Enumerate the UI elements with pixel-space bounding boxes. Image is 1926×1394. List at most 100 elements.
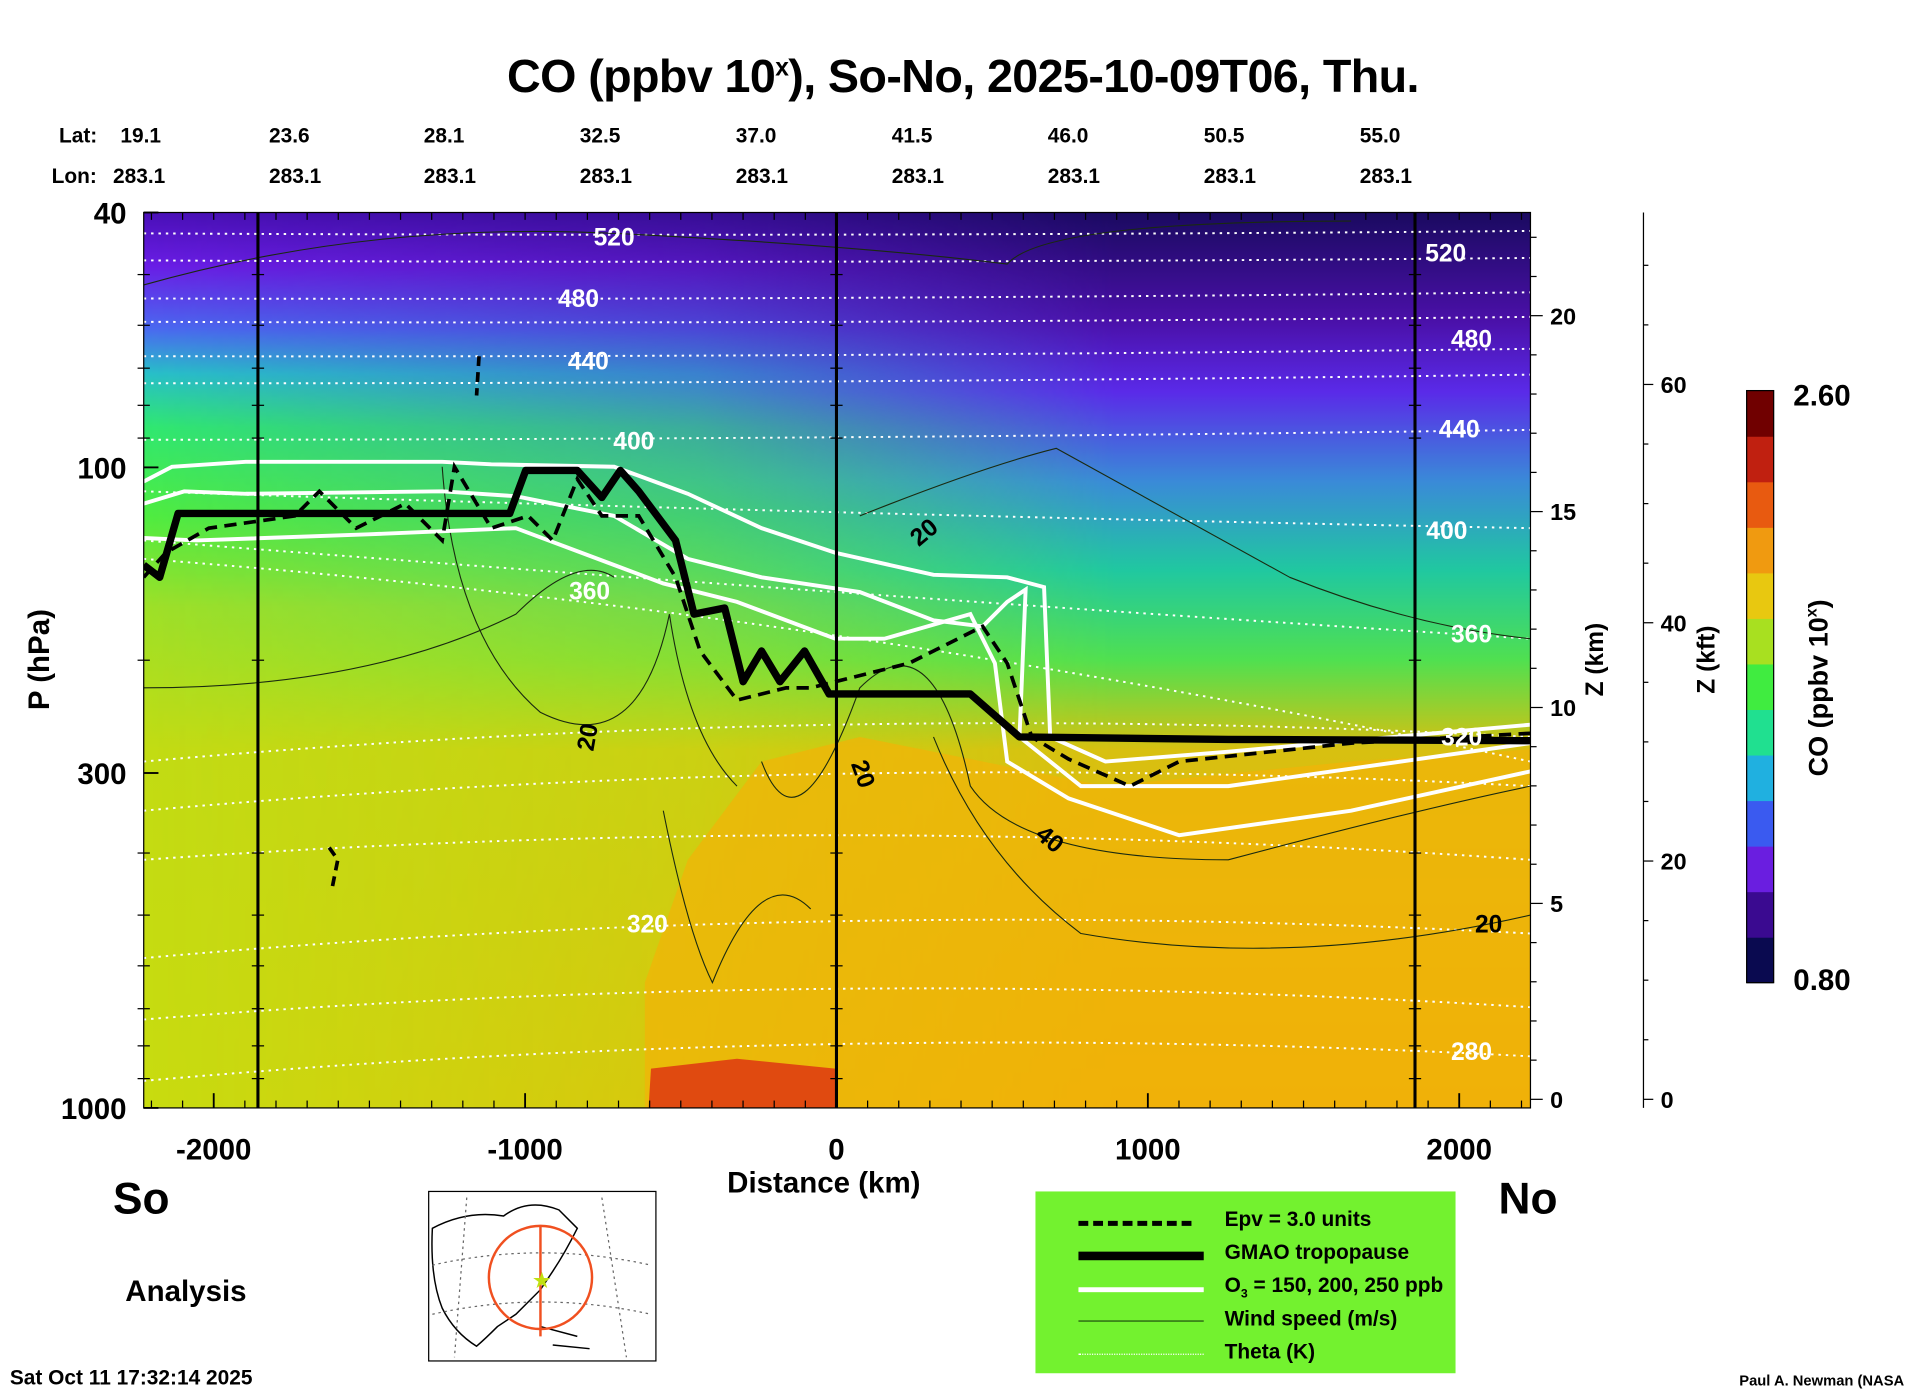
colorbar-segment [1746,424,1774,437]
zkft-tick-label: 40 [1661,610,1687,636]
lat-value: 32.5 [579,124,621,148]
theta-label: 400 [1426,518,1467,545]
white-line-swatch [1078,1287,1204,1293]
zkft-axis-label: Z (kft) [1694,626,1721,694]
legend-label: Epv = 3.0 units [1224,1207,1372,1231]
tropopause-line [143,466,1531,745]
colorbar-segment [1746,880,1774,893]
theta-contour [143,315,1531,324]
colorbar-segment [1746,925,1774,938]
theta-contour [143,557,1531,763]
zkm-tick-label: 5 [1550,891,1563,917]
colorbar-segment [1746,504,1774,517]
ozone-contour [143,526,1531,838]
lon-value: 283.1 [423,164,477,188]
legend-label-rest: = 150, 200, 250 ppb [1247,1273,1444,1298]
y-axis-label: P (hPa) [23,609,56,710]
theta-label: 320 [627,911,668,938]
legend-item-theta: Theta (K) [1035,1339,1455,1371]
theta-label: 520 [1425,241,1466,268]
colorbar-segment [1746,549,1774,562]
colorbar-max-label: 2.60 [1793,379,1850,412]
ozone-contour [143,459,1531,764]
colorbar-segment [1746,732,1774,745]
right-end-label: No [1498,1173,1558,1224]
x-tick-label: 1000 [1115,1134,1181,1167]
lon-label: Lon: [51,164,97,188]
footer-credit: Paul A. Newman (NASA [1739,1372,1905,1390]
theta-label: 280 [1451,1039,1492,1066]
colorbar-segment [1746,914,1774,927]
lon-value: 283.1 [735,164,789,188]
wind-speed-contour [932,736,1531,949]
colorbar-segment [1746,641,1774,654]
wind-speed-contour [441,466,738,787]
colorbar-segment [1746,572,1774,585]
colorbar-segment [1746,629,1774,642]
wind-label: 20 [573,721,604,753]
theta-contour [143,428,1531,441]
map-coastline [431,1204,579,1348]
lat-value: 50.5 [1203,124,1245,148]
zkft-tick-label: 20 [1661,849,1687,875]
zkm-tick-label: 15 [1550,499,1576,525]
colorbar-segment [1746,527,1774,540]
zkft-tick-label: 60 [1661,372,1687,398]
colorbar-segment [1746,902,1774,915]
legend-item-epv: Epv = 3.0 units [1035,1206,1455,1238]
zkm-tick-label: 20 [1550,303,1576,329]
zkm-axis-label: Z (km) [1582,623,1609,697]
colorbar: 2.60 0.80 CO (ppbv 10x) [1746,379,1851,997]
colorbar-title: CO (ppbv 10x) [1804,599,1834,776]
zkm-tick-label: 0 [1550,1087,1563,1113]
map-frame [428,1190,657,1362]
contour-overlays: 520 480 440 400 360 320 520 480 440 400 360 320 280 2… [143,220,1531,1082]
colorbar-segment [1746,811,1774,824]
x-tick-label: -1000 [487,1134,562,1167]
theta-contour [143,373,1531,385]
title-sup: x [775,54,789,82]
ozone-contour [143,489,1531,789]
colorbar-segment [1746,538,1774,551]
colorbar-segment [1746,720,1774,733]
thick-line-swatch [1078,1251,1204,1261]
dashed-line-swatch [1078,1220,1192,1226]
colorbar-segment [1746,481,1774,494]
lon-value: 283.1 [1047,164,1101,188]
lon-value: 283.1 [1203,164,1256,188]
colorbar-segment [1746,663,1774,676]
colorbar-segment [1746,470,1774,483]
wind-speed-contour [761,665,1531,861]
theta-label: 440 [1439,416,1480,443]
colorbar-segment [1746,868,1774,881]
zkm-tick-label: 10 [1550,695,1576,721]
colorbar-segment [1746,959,1774,972]
lat-value: 37.0 [735,124,777,148]
colorbar-segment [1746,709,1774,722]
title-main: CO (ppbv 10 [507,51,776,104]
y-tick-label: 100 [77,452,126,485]
lat-label: Lat: [58,124,98,148]
colorbar-segment [1746,515,1774,528]
theta-label: 320 [1441,725,1482,752]
colorbar-segment [1746,390,1774,403]
legend-item-wind: Wind speed (m/s) [1035,1306,1455,1338]
colorbar-min-label: 0.80 [1793,964,1850,997]
colorbar-segment [1746,584,1774,597]
colorbar-segment [1746,652,1774,665]
y-tick-label: 300 [77,758,126,791]
colorbar-segment [1746,948,1774,961]
theta-contour [143,291,1531,300]
theta-label: 400 [613,429,654,456]
wind-label: 20 [1475,911,1502,938]
theta-label: 440 [568,349,609,376]
colorbar-title-sup: x [1804,608,1821,617]
epv-contour [474,356,481,396]
dotted-line-swatch [1078,1353,1204,1355]
mode-label: Analysis [125,1274,247,1309]
colorbar-segment [1746,618,1774,631]
colorbar-segment [1746,447,1774,460]
co-field-orange-plume [644,736,1531,1108]
lat-value: 28.1 [423,124,465,148]
